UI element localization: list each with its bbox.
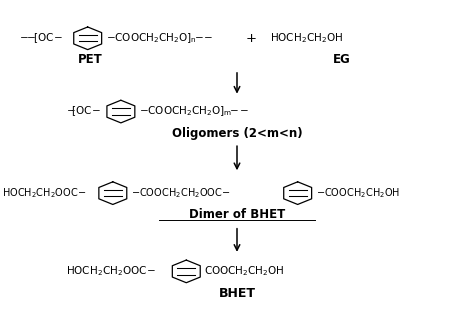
Text: $\mathsf{COOCH_2CH_2OH}$: $\mathsf{COOCH_2CH_2OH}$ bbox=[204, 264, 285, 278]
Text: $\mathsf{-COOCH_2CH_2OOC\!-}$: $\mathsf{-COOCH_2CH_2OOC\!-}$ bbox=[131, 186, 230, 200]
Text: $\mathsf{-COOCH_2CH_2OH}$: $\mathsf{-COOCH_2CH_2OH}$ bbox=[316, 186, 400, 200]
Text: $\mathsf{-\!\![OC\!-}$: $\mathsf{-\!\![OC\!-}$ bbox=[66, 105, 101, 119]
Text: BHET: BHET bbox=[219, 286, 255, 300]
Text: $\mathsf{-COOCH_2CH_2O]_n\!\!-\!\!-}$: $\mathsf{-COOCH_2CH_2O]_n\!\!-\!\!-}$ bbox=[106, 31, 213, 45]
Text: Oligomers (2<m<n): Oligomers (2<m<n) bbox=[172, 127, 302, 140]
Text: PET: PET bbox=[78, 53, 102, 67]
Text: $\mathsf{HOCH_2CH_2OOC\!-}$: $\mathsf{HOCH_2CH_2OOC\!-}$ bbox=[2, 186, 87, 200]
Text: $\mathsf{HOCH_2CH_2OOC\!-}$: $\mathsf{HOCH_2CH_2OOC\!-}$ bbox=[66, 264, 156, 278]
Text: $\mathsf{HOCH_2CH_2OH}$: $\mathsf{HOCH_2CH_2OH}$ bbox=[270, 31, 343, 45]
Text: Dimer of BHET: Dimer of BHET bbox=[189, 208, 285, 221]
Text: EG: EG bbox=[332, 53, 350, 67]
Text: $\mathsf{-COOCH_2CH_2O]_m\!\!-\!\!-}$: $\mathsf{-COOCH_2CH_2O]_m\!\!-\!\!-}$ bbox=[139, 105, 249, 119]
Text: $\mathsf{-\!\!-\!\![OC\!-\!}$: $\mathsf{-\!\!-\!\![OC\!-\!}$ bbox=[19, 31, 63, 45]
Text: $\mathsf{+}$: $\mathsf{+}$ bbox=[246, 32, 257, 45]
